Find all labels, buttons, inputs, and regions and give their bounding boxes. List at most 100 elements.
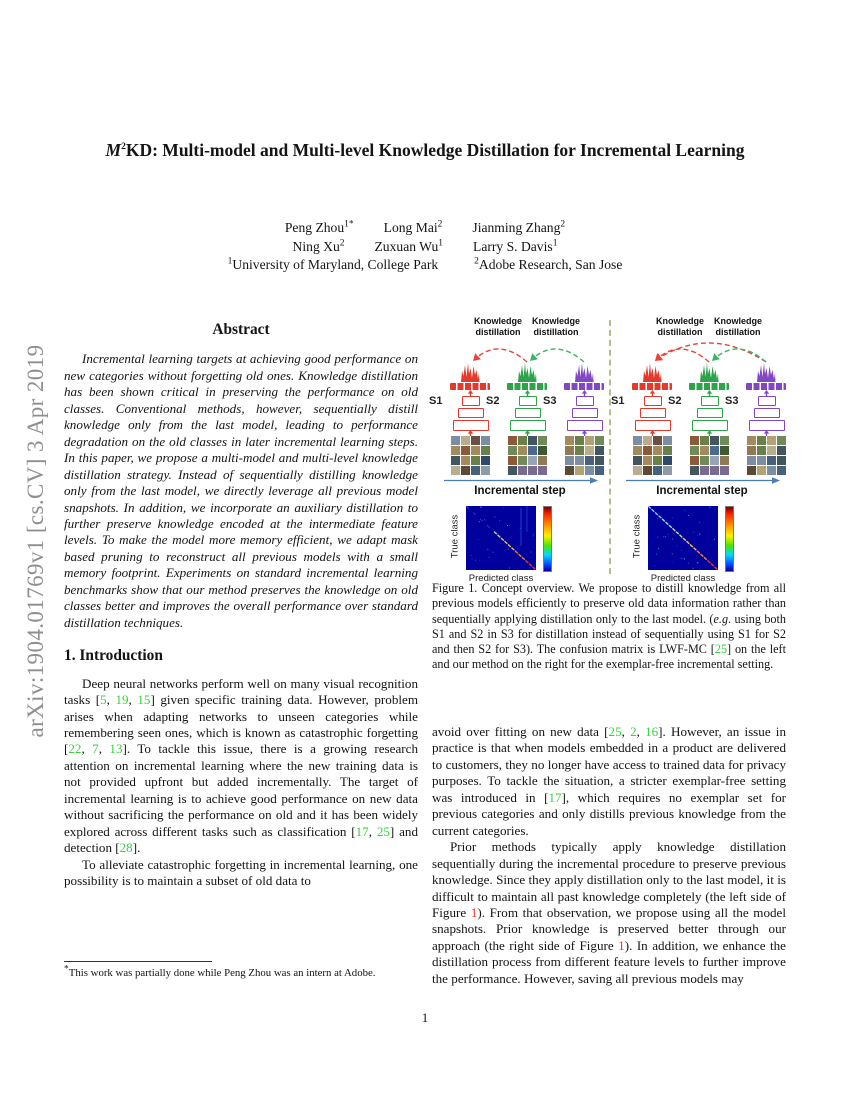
up-arrow-icon [524,430,530,436]
image-thumbnail [451,466,460,475]
image-thumbnail [451,436,460,445]
image-thumbnail [461,456,470,465]
model-label-s3: S3 [543,395,557,407]
citation-link[interactable]: 22 [68,741,82,757]
image-thumbnail [481,466,490,475]
incremental-step-label: Incremental step [474,485,566,497]
image-thumbnail [451,446,460,455]
citation-link[interactable]: 25 [714,642,728,656]
network-layer-rect [749,420,785,431]
image-thumbnail [643,436,652,445]
image-thumbnail [747,456,756,465]
network-layer-rect [458,408,484,418]
image-thumbnail [528,446,537,455]
right-paragraph-1: avoid over fitting on new data [25, 2, 1… [432,724,786,838]
figure-1-caption: Figure 1. Concept overview. We propose t… [432,581,786,672]
image-thumbnail [481,436,490,445]
footnote-text: *This work was partially done while Peng… [64,964,376,979]
image-thumbnail [451,456,460,465]
figure-ref-link[interactable]: 1 [618,937,625,953]
knowledge-distillation-label: Knowledge distillation [655,316,704,337]
distillation-arrows [654,342,767,363]
knowledge-distillation-label: Knowledge distillation [713,316,762,337]
incremental-step-label: Incremental step [656,485,748,497]
image-thumbnail [747,436,756,445]
figure-ref-link[interactable]: 1 [470,904,478,920]
section-heading-introduction: 1. Introduction [64,647,163,665]
affiliation-mark: 1 [227,256,233,267]
citation-link[interactable]: 25 [608,724,622,739]
citation-link[interactable]: 15 [137,692,151,708]
distillation-arrow [529,348,585,363]
citation-link[interactable]: 25 [376,823,390,839]
image-thumbnail [508,456,517,465]
citation-link[interactable]: 28 [119,840,133,856]
network-layer-rect [572,408,598,418]
model-label-s1: S1 [429,395,443,407]
image-thumbnail [663,446,672,455]
image-thumbnail [518,446,527,455]
up-arrow-icon [581,430,587,436]
citation-link[interactable]: 19 [115,692,129,708]
image-thumbnail [643,466,652,475]
prediction-distribution-icon [518,363,537,382]
true-class-label: True class [449,514,461,559]
image-thumbnail [653,446,662,455]
network-layer-rect [644,396,662,406]
network-layer-rect [515,408,541,418]
citation-link[interactable]: 16 [645,724,659,739]
citation-link[interactable]: 17 [355,823,369,839]
distillation-arrow [711,348,767,363]
training-image-grid [565,436,604,475]
image-thumbnail [633,466,642,475]
image-thumbnail [595,436,604,445]
image-thumbnail [643,446,652,455]
image-thumbnail [528,466,537,475]
network-layer-rect [640,408,666,418]
author-name: Long Mai2 [383,219,443,235]
image-thumbnail [585,456,594,465]
image-thumbnail [710,456,719,465]
image-thumbnail [777,446,786,455]
italic-text: e.g [713,611,729,626]
classifier-layer-bar [564,383,604,390]
author-affiliation-mark: 1 [438,238,444,249]
colorbar [543,506,552,572]
classifier-layer-bar [689,383,729,390]
author-affiliation-mark: 2 [437,219,443,230]
up-arrow-icon [467,430,473,436]
predicted-class-label: Predicted class [468,573,534,584]
left-column: Abstract Incremental learning targets at… [64,321,418,890]
prediction-distribution-icon [575,363,594,382]
image-thumbnail [471,456,480,465]
citation-link[interactable]: 7 [92,741,99,757]
incremental-step-arrow [444,477,598,484]
affiliation: 2Adobe Research, San Jose [474,256,623,273]
image-thumbnail [700,456,709,465]
prediction-distribution-icon [461,363,480,382]
image-thumbnail [508,436,517,445]
up-arrow-icon [649,430,655,436]
image-thumbnail [471,466,480,475]
image-thumbnail [471,436,480,445]
citation-link[interactable]: 5 [100,692,107,708]
prediction-distribution-icon [643,363,662,382]
citation-link[interactable]: 2 [630,724,637,739]
image-thumbnail [720,446,729,455]
image-thumbnail [575,456,584,465]
image-thumbnail [720,466,729,475]
author-affiliation-mark: 1 [552,238,558,249]
image-thumbnail [777,466,786,475]
citation-link[interactable]: 13 [109,741,123,757]
citation-link[interactable]: 17 [548,789,562,805]
training-image-grid [747,436,786,475]
up-arrow-icon [763,390,769,396]
training-image-grid [633,436,672,475]
footnote-rule [64,961,212,962]
up-arrow-icon [524,390,530,396]
knowledge-distillation-label: Knowledge distillation [531,316,580,337]
image-thumbnail [767,456,776,465]
knowledge-distillation-label: Knowledge distillation [473,316,522,337]
image-thumbnail [575,446,584,455]
image-thumbnail [538,456,547,465]
